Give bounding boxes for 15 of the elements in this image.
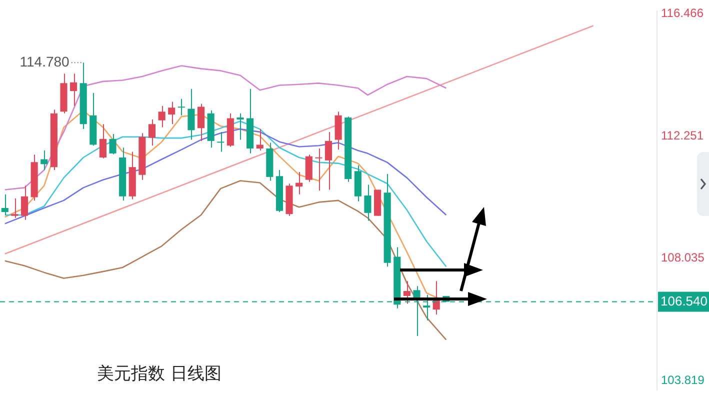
y-tick-label: 108.035: [661, 250, 705, 265]
candlestick: [286, 183, 293, 216]
y-tick-label: 116.466: [661, 6, 704, 20]
y-tick-label: 103.819: [661, 373, 705, 388]
annotation: 美元指数 日线图: [97, 363, 222, 385]
candlestick: [11, 198, 18, 218]
candlestick: [256, 128, 264, 152]
candlestick: [296, 172, 303, 195]
candlestick: [236, 112, 244, 140]
candlestick: [60, 73, 68, 114]
y-tick-label: 112.251: [661, 128, 704, 142]
candlestick: [364, 184, 372, 222]
ref-line-label: 106.540: [660, 293, 708, 308]
candlestick: [109, 133, 116, 155]
annotation: 114.780: [20, 53, 70, 70]
